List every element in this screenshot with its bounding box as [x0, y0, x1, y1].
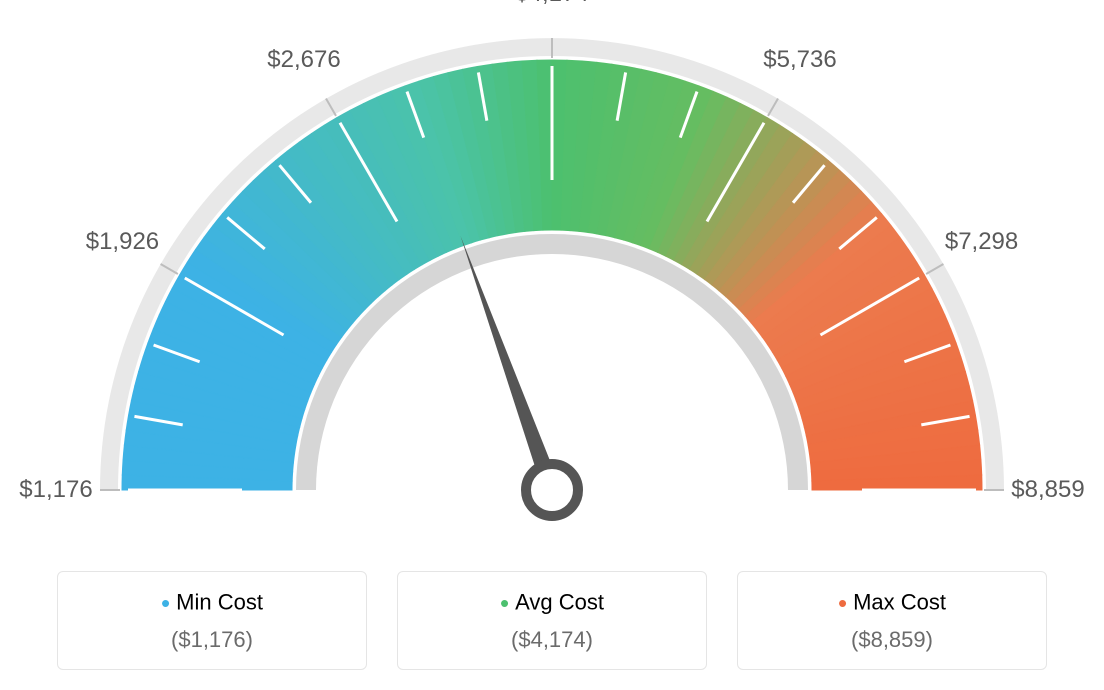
legend-max-label: Max Cost [853, 589, 946, 614]
legend-avg-title: •Avg Cost [418, 588, 686, 619]
legend-min-title: •Min Cost [78, 588, 346, 619]
gauge-svg [0, 0, 1104, 540]
dot-icon: • [500, 588, 509, 618]
gauge-tick-label: $7,298 [945, 228, 1018, 256]
gauge-tick-label: $5,736 [763, 46, 836, 74]
gauge-tick-label: $1,176 [19, 476, 92, 504]
dot-icon: • [838, 588, 847, 618]
legend-max-value: ($8,859) [758, 627, 1026, 653]
gauge-tick-label: $4,174 [515, 0, 588, 8]
legend-min-label: Min Cost [176, 589, 263, 614]
legend-min-value: ($1,176) [78, 627, 346, 653]
dot-icon: • [161, 588, 170, 618]
legend-avg-label: Avg Cost [515, 589, 604, 614]
legend-min: •Min Cost ($1,176) [57, 571, 367, 670]
gauge-tick-label: $2,676 [267, 46, 340, 74]
legend-row: •Min Cost ($1,176) •Avg Cost ($4,174) •M… [0, 571, 1104, 670]
gauge-tick-label: $1,926 [86, 228, 159, 256]
gauge-tick-label: $8,859 [1011, 476, 1084, 504]
legend-avg-value: ($4,174) [418, 627, 686, 653]
legend-max-title: •Max Cost [758, 588, 1026, 619]
legend-max: •Max Cost ($8,859) [737, 571, 1047, 670]
legend-avg: •Avg Cost ($4,174) [397, 571, 707, 670]
cost-gauge: $1,176 $1,926 $2,676 $4,174 $5,736 $7,298 $8,8… [0, 0, 1104, 530]
